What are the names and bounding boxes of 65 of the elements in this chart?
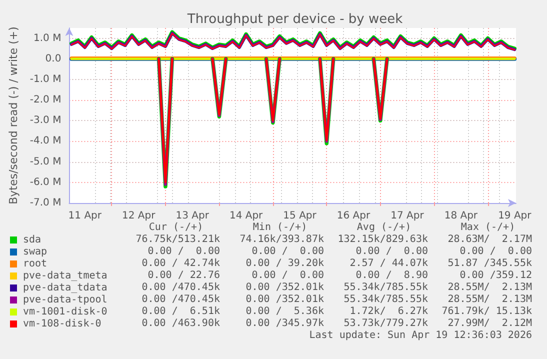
text: 761.79k/ 15.13k	[442, 306, 532, 318]
text: 0.00 / 42.74k	[142, 258, 220, 270]
y-tick-label: -7.0 M	[30, 198, 62, 208]
legend-label: sda	[23, 234, 42, 246]
text: 27.99M/ 2.12M	[448, 318, 532, 330]
text: 0.00 / 5.36k	[246, 306, 324, 318]
legend-label: pve-data_tmeta	[23, 270, 108, 282]
text: 0.00 / 8.90	[356, 270, 428, 282]
legend-label: swap	[23, 246, 48, 258]
text: Avg (-/+)	[356, 222, 412, 234]
text: Last update: Sun Apr 19 12:36:03 2026	[309, 330, 532, 342]
y-tick-label: -5.0 M	[30, 156, 62, 168]
text: 0.00 /359.12	[460, 270, 532, 282]
text: 0.00 / 0.00	[148, 246, 220, 258]
y-tick-label: -4.0 M	[30, 136, 62, 147]
legend-label: vm-1001-disk-0	[23, 306, 108, 318]
text: Min (-/+)	[252, 222, 308, 234]
chart-title: Throughput per device - by week	[186, 12, 404, 27]
x-tick-label: 16 Apr	[336, 210, 371, 222]
text: 0.00 / 0.00	[252, 246, 324, 258]
legend-label: pve-data-tpool	[23, 294, 108, 306]
text: 0.00 / 0.00	[356, 246, 428, 258]
y-tick-label: -3.0 M	[30, 115, 62, 126]
text: 0.00 /352.01k	[246, 282, 324, 294]
text: 0.00 /470.45k	[142, 294, 220, 306]
text: 51.87 /345.55k	[448, 258, 532, 270]
legend-label: pve-data_tdata	[23, 282, 108, 294]
text: 0.00 / 39.20k	[246, 258, 324, 270]
text: 132.15k/829.63k	[338, 234, 428, 246]
text: 74.16k/393.87k	[240, 234, 324, 246]
text: 76.75k/513.21k	[136, 234, 220, 246]
x-tick-label: 19 Apr	[498, 210, 532, 222]
x-tick-label: 18 Apr	[444, 210, 478, 222]
x-tick-label: 14 Apr	[229, 210, 264, 222]
x-tick-label: 13 Apr	[176, 210, 210, 222]
y-tick-label: -1.0 M	[30, 74, 62, 85]
legend-label: root	[23, 258, 48, 270]
y-tick-label: 1.0 M	[34, 32, 62, 44]
text: 2.57 / 44.07k	[350, 258, 428, 270]
text: Cur (-/+)	[148, 222, 204, 234]
text: 28.63M/ 2.17M	[448, 234, 532, 246]
x-tick-label: 11 Apr	[68, 210, 102, 222]
text: 0.00 / 22.76	[148, 270, 220, 282]
text: 0.00 /463.90k	[142, 318, 220, 330]
x-tick-label: 15 Apr	[283, 210, 318, 222]
legend-label: vm-108-disk-0	[23, 318, 102, 330]
text: 28.55M/ 2.13M	[448, 294, 532, 306]
text: 0.00 /345.97k	[246, 318, 324, 330]
text: 0.00 / 0.00	[252, 270, 324, 282]
y-axis-title: Bytes/second read (-) / write (+)	[7, 26, 20, 204]
x-tick-label: 12 Apr	[122, 210, 156, 222]
y-tick-label: -6.0 M	[30, 176, 62, 188]
y-tick-label: 0.0	[45, 53, 62, 64]
text: 0.00 / 6.51k	[142, 306, 220, 318]
text: 55.34k/785.55k	[344, 282, 428, 294]
text: 0.00 /352.01k	[246, 294, 324, 306]
text: 1.72k/ 6.27k	[350, 306, 428, 318]
text: 53.73k/779.27k	[344, 318, 428, 330]
x-tick-label: 17 Apr	[390, 210, 425, 222]
text: 28.55M/ 2.13M	[448, 282, 532, 294]
y-tick-label: -2.0 M	[30, 94, 62, 106]
text: 0.00 / 0.00	[460, 246, 532, 258]
text: 0.00 /470.45k	[142, 282, 220, 294]
text: 55.34k/785.55k	[344, 294, 428, 306]
text: Max (-/+)	[460, 222, 516, 234]
